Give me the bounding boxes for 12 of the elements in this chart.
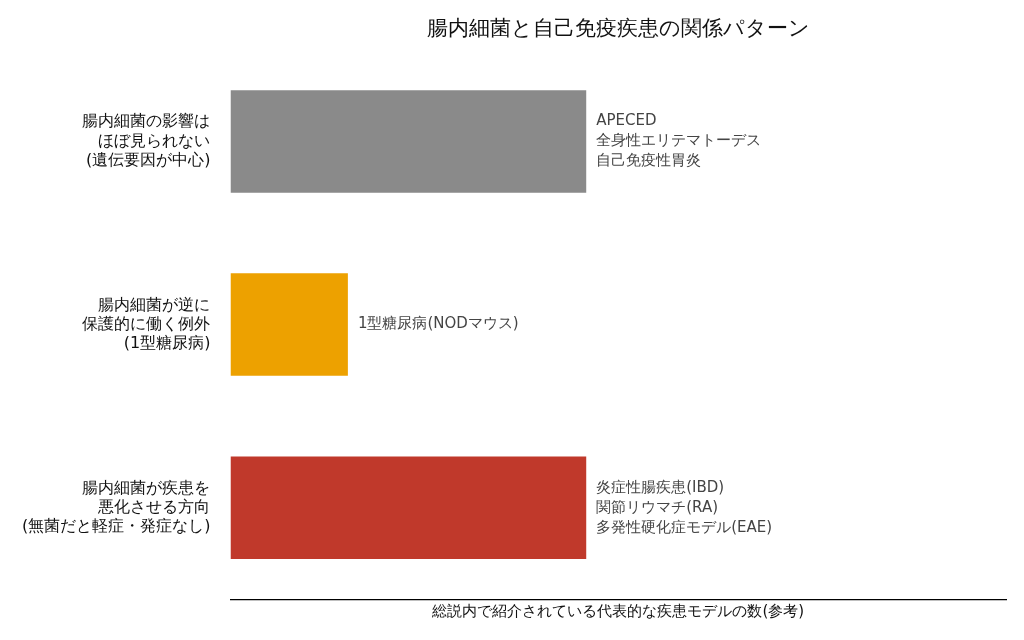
y-tick-label: 腸内細菌が疾患を悪化させる方向(無菌だと軽症・発症なし) xyxy=(22,477,211,536)
text: 関節リウマチ(RA) xyxy=(596,497,719,516)
chart-title: 腸内細菌と自己免疫疾患の関係パターン xyxy=(426,16,810,41)
text: 自己免疫性胃炎 xyxy=(596,151,702,170)
y-tick-label: 腸内細菌の影響はほぼ見られない(遺伝要因が中心) xyxy=(82,111,211,169)
text: 炎症性腸疾患(IBD) xyxy=(596,477,725,496)
annotation: 1型糖尿病(NODマウス) xyxy=(357,314,519,333)
text: 多発性硬化症モデル(EAE) xyxy=(596,517,773,536)
x-axis-title: 総説内で紹介されている代表的な疾患モデルの数(参考) xyxy=(431,602,805,621)
text: APECED xyxy=(596,111,657,130)
y-tick-label: 腸内細菌が逆に保護的に働く例外(1型糖尿病) xyxy=(82,294,211,352)
text: 全身性エリテマトーデス xyxy=(596,131,762,150)
